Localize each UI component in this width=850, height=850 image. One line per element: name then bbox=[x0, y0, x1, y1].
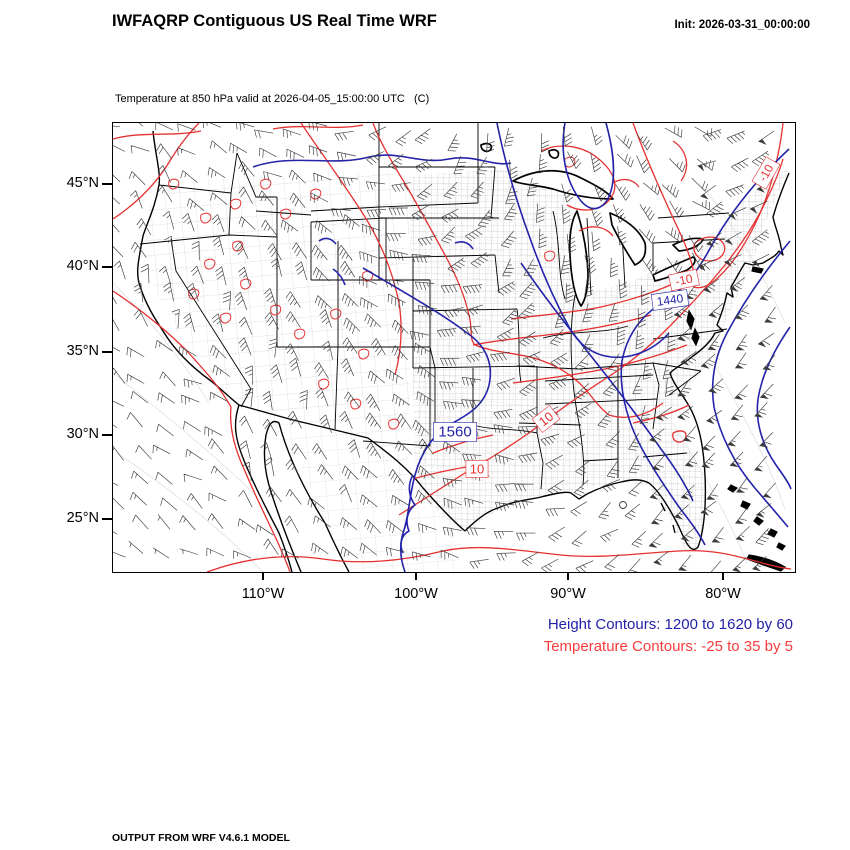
us-weather-map: 1560 1440 10 10 -10 -10 bbox=[113, 123, 792, 572]
contour-label-10: 10 bbox=[531, 405, 561, 433]
lat-tick-label: 45°N bbox=[66, 175, 99, 191]
lon-tick-mark bbox=[415, 572, 417, 580]
coastlines bbox=[136, 130, 790, 572]
svg-text:1560: 1560 bbox=[438, 424, 471, 441]
lat-tick-label: 30°N bbox=[66, 426, 99, 442]
wind-barbs bbox=[113, 123, 776, 572]
islands bbox=[686, 266, 786, 572]
lon-tick-mark bbox=[262, 572, 264, 580]
lon-tick-label: 90°W bbox=[550, 586, 586, 602]
lat-tick-mark bbox=[102, 434, 112, 436]
svg-text:-10: -10 bbox=[674, 271, 694, 288]
calm-wind-circle bbox=[619, 501, 627, 509]
lat-tick-label: 35°N bbox=[66, 343, 99, 359]
page-title: IWFAQRP Contiguous US Real Time WRF bbox=[112, 12, 437, 30]
wind-barb-staffs bbox=[113, 123, 776, 572]
model-version-line: OUTPUT FROM WRF V4.6.1 MODEL bbox=[112, 832, 290, 844]
lon-tick-label: 80°W bbox=[705, 586, 741, 602]
lat-tick-label: 25°N bbox=[66, 510, 99, 526]
init-time-label: Init: 2026-03-31_00:00:00 bbox=[674, 19, 810, 31]
lon-tick-mark bbox=[567, 572, 569, 580]
svg-text:1440: 1440 bbox=[656, 291, 685, 309]
temperature-contour-fragments bbox=[168, 156, 576, 430]
temperature-contour-legend: Temperature Contours: -25 to 35 by 5 bbox=[543, 638, 793, 655]
lat-tick-label: 40°N bbox=[66, 258, 99, 274]
graticule-lines bbox=[113, 182, 786, 572]
contour-label-m10: -10 bbox=[668, 268, 700, 292]
lon-tick-label: 110°W bbox=[241, 586, 285, 602]
contour-labels: 1560 1440 10 10 -10 -10 bbox=[433, 156, 781, 478]
temperature-field-label: Temperature at 850 hPa valid at 2026-04-… bbox=[115, 93, 430, 105]
contour-label-m10: -10 bbox=[751, 156, 781, 190]
lon-tick-label: 100°W bbox=[394, 586, 438, 602]
lat-tick-mark bbox=[102, 266, 112, 268]
contour-label-1560: 1560 bbox=[433, 422, 477, 442]
great-lakes bbox=[480, 142, 704, 307]
contour-label-10: 10 bbox=[465, 460, 489, 478]
lat-tick-mark bbox=[102, 183, 112, 185]
contour-label-1440: 1440 bbox=[650, 289, 690, 311]
height-contour-legend: Height Contours: 1200 to 1620 by 60 bbox=[547, 616, 793, 633]
lat-tick-mark bbox=[102, 518, 112, 520]
lon-tick-mark bbox=[722, 572, 724, 580]
county-texture bbox=[139, 169, 789, 572]
lat-tick-mark bbox=[102, 351, 112, 353]
model-output-footer: OUTPUT FROM WRF V4.6.1 MODEL WE = 580 ; … bbox=[112, 806, 540, 850]
map-panel: 1560 1440 10 10 -10 -10 bbox=[112, 122, 796, 573]
svg-text:10: 10 bbox=[470, 462, 484, 477]
